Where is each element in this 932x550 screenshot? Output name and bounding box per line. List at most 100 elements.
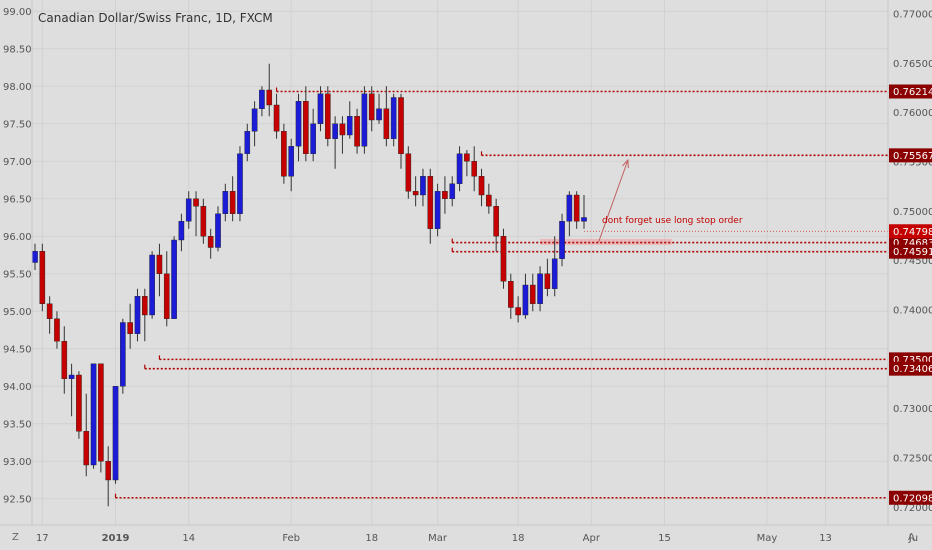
candle-body — [383, 108, 390, 139]
candle-body — [171, 239, 177, 319]
candle-body — [222, 191, 229, 214]
candle-body — [229, 191, 236, 214]
right-tick-label: 0.74500 — [893, 256, 932, 267]
left-tick-label: 99.00 — [3, 7, 32, 18]
corner-left-label[interactable]: Z — [12, 532, 19, 543]
target-arrow[interactable] — [598, 158, 629, 243]
candle-body — [68, 374, 75, 379]
candle-body — [112, 386, 119, 481]
left-tick-label: 95.50 — [3, 269, 32, 280]
candle-body — [486, 194, 492, 207]
candle-body — [398, 97, 404, 154]
time-tick-label: Apr — [583, 533, 601, 544]
left-tick-label: 94.50 — [3, 344, 32, 355]
time-tick-label: 2019 — [102, 533, 130, 544]
candle-body — [237, 153, 243, 214]
grid-lines — [32, 0, 914, 525]
time-tick-label: May — [757, 533, 778, 544]
candle-body — [522, 284, 529, 316]
candle-body — [120, 322, 126, 387]
horizontal-levels[interactable] — [114, 87, 888, 499]
candle-body — [551, 258, 558, 289]
time-tick-label: Mar — [428, 533, 448, 544]
candle-body — [339, 123, 346, 136]
candle-body — [376, 108, 382, 121]
candle-body — [83, 431, 90, 466]
candle-body — [288, 146, 295, 177]
level-price-tag — [889, 490, 932, 505]
candle-body — [493, 206, 499, 237]
candle-body — [215, 213, 221, 248]
left-tick-label: 94.00 — [3, 382, 32, 393]
level-price-tag-label: 0.75567 — [893, 151, 932, 162]
candle-body — [281, 131, 287, 177]
candle-body — [508, 281, 514, 308]
left-tick-label: 98.00 — [3, 82, 32, 93]
time-tick-label: 15 — [658, 533, 671, 544]
level-price-tag-label: 0.73406 — [893, 364, 932, 375]
left-tick-label: 93.00 — [3, 457, 32, 468]
time-tick-label: 18 — [365, 533, 378, 544]
chart-title: Canadian Dollar/Swiss Franc, 1D, FXCM — [38, 11, 273, 25]
right-tick-label: 0.73000 — [893, 404, 932, 415]
level-price-tag-label: 0.74683 — [893, 238, 932, 249]
candle-body — [332, 123, 338, 139]
candle-body — [310, 123, 316, 154]
candle-body — [149, 254, 155, 316]
candle-body — [412, 191, 419, 196]
arrow-shaft — [598, 159, 629, 243]
candle-body — [90, 363, 97, 466]
left-tick-label: 95.00 — [3, 307, 32, 318]
time-tick-label: 13 — [819, 533, 832, 544]
candle-body — [317, 93, 324, 124]
candle-body — [32, 251, 38, 263]
candle-body — [544, 273, 551, 289]
right-tick-label: 0.74000 — [893, 306, 932, 317]
candle-body — [354, 116, 360, 147]
candle-body — [185, 198, 192, 222]
candle-body — [442, 191, 448, 199]
level-price-tag-label: 0.76214 — [893, 87, 932, 98]
left-tick-label: 97.00 — [3, 157, 32, 168]
candle-body — [251, 108, 258, 132]
candle-body — [200, 206, 207, 237]
right-tick-label: 0.77000 — [893, 9, 932, 20]
candle-body — [500, 236, 507, 282]
candle-body — [273, 104, 280, 132]
left-axis-ticks: 99.00 98.50 98.00 97.50 97.00 96.50 96.00 95.50… — [3, 7, 32, 506]
candle-body — [346, 116, 353, 136]
level-price-tag — [889, 148, 932, 163]
right-tick-label: 0.76000 — [893, 108, 932, 119]
candle-body — [537, 273, 543, 304]
last-price-tag-label: 0.74798 — [893, 227, 932, 238]
candle-body — [434, 191, 441, 229]
level-price-tag-label: 0.73500 — [893, 355, 932, 366]
candle-body — [456, 153, 463, 184]
annotation-note[interactable]: dont forget use long stop order — [602, 216, 743, 226]
corner-right-label[interactable]: A — [908, 532, 915, 543]
time-axis-ticks: 17 2019 14 Feb 18 Mar 18 Apr 15 May 13 Ju — [36, 533, 918, 544]
candle-body — [156, 254, 163, 274]
candle-body — [303, 101, 309, 154]
candle-body — [76, 374, 82, 432]
candle-body — [361, 93, 368, 147]
candle-body — [61, 341, 68, 379]
candle-body — [266, 89, 273, 106]
level-price-tag-label: 0.74591 — [893, 247, 932, 258]
time-tick-label: 18 — [512, 533, 525, 544]
candle-body — [178, 221, 185, 241]
candle-body — [390, 97, 397, 139]
arrow-head — [622, 158, 629, 169]
candle-body — [105, 461, 111, 481]
candle-body — [368, 93, 375, 121]
time-tick-label: Ju — [908, 533, 918, 544]
time-tick-label: 17 — [36, 533, 49, 544]
candle-body — [449, 183, 456, 199]
candle-body — [464, 153, 470, 162]
candle-body — [325, 93, 331, 139]
candle-body — [405, 153, 412, 192]
candle-body — [134, 296, 141, 334]
